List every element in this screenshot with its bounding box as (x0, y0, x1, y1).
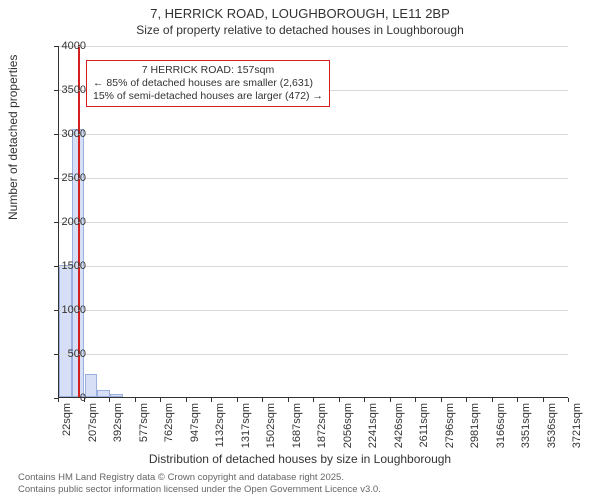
x-tick-mark (543, 398, 544, 402)
footer-line2: Contains public sector information licen… (18, 484, 381, 496)
gridline (59, 354, 568, 355)
x-tick-label: 1687sqm (291, 403, 303, 448)
x-tick-mark (415, 398, 416, 402)
x-tick-label: 762sqm (163, 403, 175, 442)
x-tick-mark (339, 398, 340, 402)
x-tick-label: 3166sqm (495, 403, 507, 448)
x-tick-mark (441, 398, 442, 402)
x-tick-label: 947sqm (189, 403, 201, 442)
x-tick-label: 2056sqm (342, 403, 354, 448)
y-tick-label: 4000 (46, 40, 86, 52)
x-tick-mark (568, 398, 569, 402)
y-tick-mark (54, 310, 58, 311)
y-tick-mark (54, 90, 58, 91)
x-tick-mark (160, 398, 161, 402)
footer-line1: Contains HM Land Registry data © Crown c… (18, 472, 381, 484)
x-tick-label: 2981sqm (469, 403, 481, 448)
x-tick-label: 2426sqm (393, 403, 405, 448)
x-tick-mark (58, 398, 59, 402)
x-tick-label: 22sqm (61, 403, 73, 436)
histogram-bar (110, 394, 123, 397)
y-tick-label: 3000 (46, 128, 86, 140)
y-tick-label: 500 (46, 348, 86, 360)
x-tick-mark (237, 398, 238, 402)
x-tick-mark (313, 398, 314, 402)
x-tick-mark (84, 398, 85, 402)
y-tick-mark (54, 46, 58, 47)
x-tick-mark (364, 398, 365, 402)
gridline (59, 222, 568, 223)
y-tick-mark (54, 178, 58, 179)
histogram-bar (59, 265, 72, 397)
y-tick-label: 3500 (46, 84, 86, 96)
x-tick-label: 1872sqm (316, 403, 328, 448)
gridline (59, 266, 568, 267)
x-tick-label: 207sqm (87, 403, 99, 442)
x-tick-mark (492, 398, 493, 402)
x-axis-label: Distribution of detached houses by size … (0, 452, 600, 466)
x-tick-mark (109, 398, 110, 402)
gridline (59, 134, 568, 135)
marker-callout: 7 HERRICK ROAD: 157sqm ← 85% of detached… (86, 60, 330, 107)
x-tick-label: 3536sqm (546, 403, 558, 448)
y-tick-mark (54, 134, 58, 135)
y-tick-mark (54, 266, 58, 267)
y-tick-label: 2000 (46, 216, 86, 228)
x-tick-label: 577sqm (138, 403, 150, 442)
y-tick-label: 1000 (46, 304, 86, 316)
callout-title: 7 HERRICK ROAD: 157sqm (93, 64, 323, 77)
x-tick-mark (262, 398, 263, 402)
gridline (59, 310, 568, 311)
x-tick-label: 2611sqm (418, 403, 430, 447)
x-tick-label: 1317sqm (240, 403, 252, 448)
x-tick-mark (288, 398, 289, 402)
y-tick-mark (54, 222, 58, 223)
footer-attribution: Contains HM Land Registry data © Crown c… (18, 472, 381, 496)
x-tick-label: 3721sqm (571, 403, 583, 448)
x-tick-label: 1502sqm (265, 403, 277, 448)
histogram-bar (97, 390, 110, 397)
x-tick-label: 2796sqm (444, 403, 456, 448)
callout-line1: ← 85% of detached houses are smaller (2,… (93, 77, 323, 90)
y-tick-mark (54, 354, 58, 355)
histogram-bar (85, 374, 98, 397)
chart-subtitle: Size of property relative to detached ho… (0, 21, 600, 37)
x-tick-label: 1132sqm (214, 403, 226, 447)
x-tick-label: 3351sqm (520, 403, 532, 448)
callout-line2: 15% of semi-detached houses are larger (… (93, 90, 323, 103)
x-tick-label: 392sqm (112, 403, 124, 442)
x-tick-mark (211, 398, 212, 402)
x-tick-mark (186, 398, 187, 402)
y-tick-label: 2500 (46, 172, 86, 184)
gridline (59, 178, 568, 179)
y-tick-label: 1500 (46, 260, 86, 272)
x-tick-mark (390, 398, 391, 402)
y-axis-label: Number of detached properties (6, 55, 20, 220)
gridline (59, 46, 568, 47)
x-tick-mark (466, 398, 467, 402)
x-tick-mark (135, 398, 136, 402)
x-tick-label: 2241sqm (367, 403, 379, 448)
chart-title: 7, HERRICK ROAD, LOUGHBOROUGH, LE11 2BP (0, 0, 600, 21)
x-tick-mark (517, 398, 518, 402)
